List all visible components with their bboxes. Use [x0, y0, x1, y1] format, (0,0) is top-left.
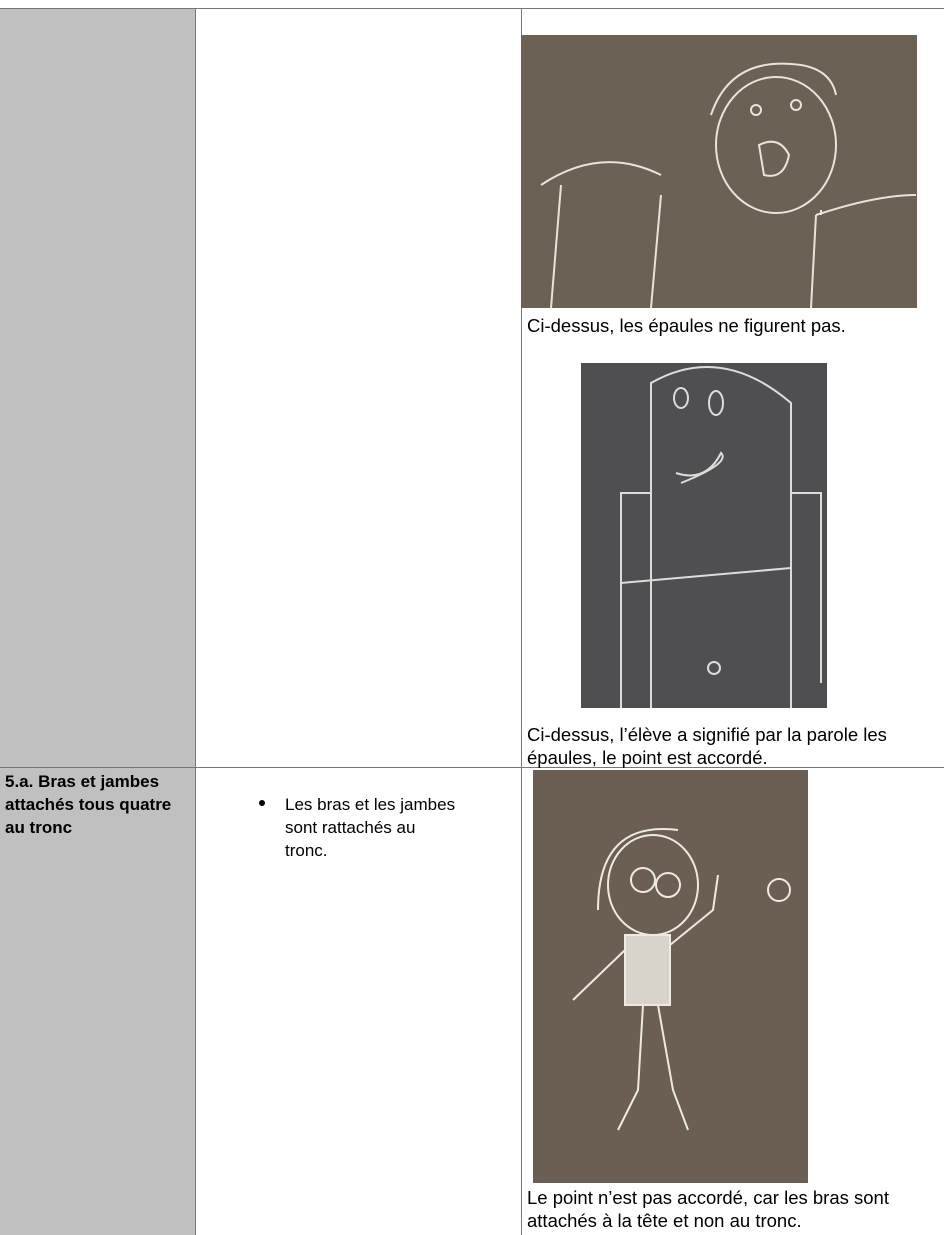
row-divider — [0, 767, 944, 768]
criterion-label: 5.a. Bras et jambes attachés tous quatre… — [5, 772, 172, 837]
criterion-column — [0, 8, 195, 1235]
bullet-text: Les bras et les jambes sont rattachés au… — [285, 795, 456, 860]
caption: Ci-dessus, les épaules ne figurent pas. — [527, 315, 846, 336]
drawing-photo — [581, 363, 827, 708]
table-border — [0, 8, 944, 9]
caption: Ci-dessus, l’élève a signifié par la par… — [527, 724, 887, 768]
column-divider — [195, 8, 196, 1235]
drawing-photo — [533, 770, 808, 1183]
caption: Le point n’est pas accordé, car les bras… — [527, 1187, 889, 1231]
drawing-photo — [521, 35, 917, 308]
column-divider — [521, 8, 522, 1235]
bullet-dot — [259, 800, 265, 806]
